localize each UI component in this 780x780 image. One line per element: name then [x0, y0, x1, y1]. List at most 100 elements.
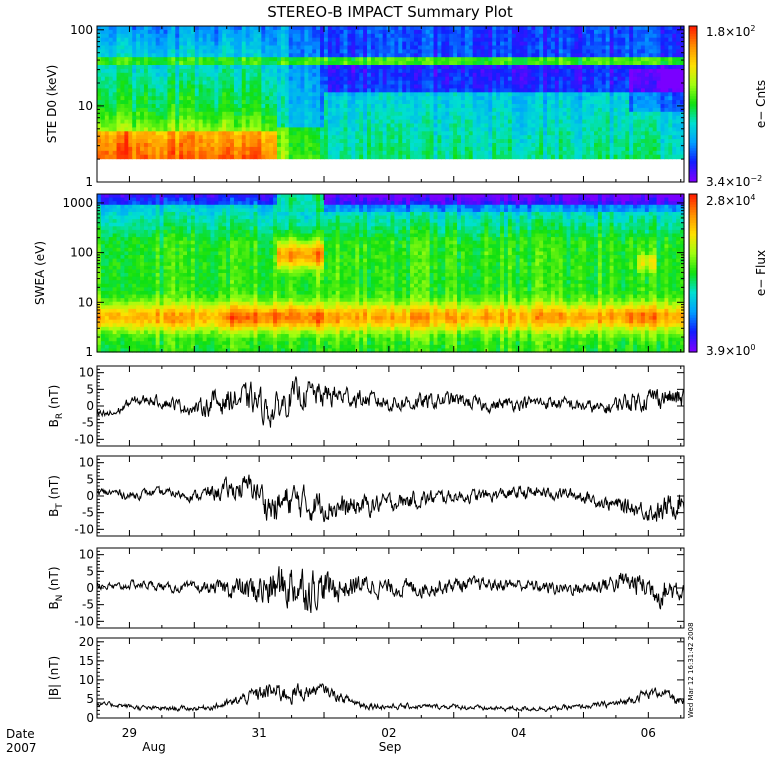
- heat-cell: [120, 100, 125, 105]
- heat-cell: [449, 76, 454, 82]
- heat-cell: [147, 143, 153, 148]
- heat-cell: [625, 96, 630, 101]
- heat-cell: [445, 92, 450, 97]
- heat-cell: [218, 96, 223, 101]
- heat-cell: [507, 104, 513, 109]
- heat-cell: [500, 72, 505, 78]
- heat-cell: [304, 111, 309, 117]
- heat-cell: [457, 65, 462, 70]
- heat-cell: [335, 76, 341, 82]
- heat-cell: [104, 139, 110, 144]
- heat-cell: [503, 26, 509, 31]
- heat-cell: [214, 92, 219, 97]
- heat-cell: [171, 76, 176, 82]
- heat-cell: [147, 146, 153, 152]
- heat-cell: [245, 72, 251, 78]
- heat-cell: [445, 84, 450, 89]
- heat-cell: [621, 96, 626, 101]
- heat-cell: [273, 61, 278, 66]
- heat-cell: [265, 135, 270, 140]
- heat-cell: [335, 53, 341, 58]
- heat-cell: [163, 96, 169, 101]
- heat-cell: [210, 146, 215, 152]
- heat-cell: [644, 76, 650, 82]
- heat-cell: [437, 68, 442, 74]
- heat-cell: [179, 107, 184, 113]
- heat-cell: [327, 65, 333, 70]
- heat-cell: [120, 107, 125, 113]
- heat-cell: [476, 68, 482, 74]
- heat-cell: [355, 115, 360, 121]
- heat-cell: [175, 131, 180, 136]
- heat-cell: [531, 146, 536, 152]
- heat-cell: [570, 88, 576, 93]
- heat-cell: [574, 26, 579, 31]
- heat-cell: [257, 68, 262, 74]
- heat-cell: [441, 92, 446, 97]
- heat-cell: [233, 123, 239, 128]
- heat-cell: [163, 88, 169, 93]
- heat-cell: [464, 88, 470, 93]
- heat-cell: [421, 61, 427, 66]
- heat-cell: [230, 65, 235, 70]
- heat-cell: [175, 127, 180, 132]
- heat-cell: [601, 139, 607, 144]
- heat-cell: [253, 127, 259, 132]
- heat-cell: [390, 104, 396, 109]
- heat-cell: [359, 104, 364, 109]
- heat-cell: [562, 143, 568, 148]
- heat-cell: [484, 41, 489, 47]
- heat-cell: [171, 139, 176, 144]
- heat-cell: [214, 65, 219, 70]
- heat-cell: [112, 80, 118, 86]
- heat-cell: [507, 111, 513, 117]
- heat-cell: [386, 92, 392, 97]
- heat-cell: [625, 92, 630, 97]
- heat-cell: [249, 131, 255, 136]
- heat-cell: [132, 37, 137, 43]
- heat-cell: [417, 131, 423, 136]
- heat-cell: [597, 57, 603, 62]
- heat-cell: [237, 29, 243, 35]
- heat-cell: [245, 154, 251, 160]
- heat-cell: [421, 139, 427, 144]
- heat-cell: [323, 49, 329, 54]
- heat-cell: [249, 26, 255, 31]
- heat-cell: [343, 72, 349, 78]
- heat-cell: [574, 111, 579, 117]
- heat-cell: [167, 57, 172, 62]
- heat-cell: [457, 37, 462, 43]
- heat-cell: [300, 123, 306, 128]
- heat-cell: [578, 37, 583, 43]
- heat-cell: [472, 143, 478, 148]
- heat-cell: [179, 131, 184, 136]
- heat-cell: [261, 37, 266, 43]
- heat-cell: [120, 45, 125, 50]
- heat-cell: [656, 135, 662, 140]
- heat-cell: [468, 111, 474, 117]
- heat-cell: [104, 61, 110, 66]
- heat-cell: [476, 123, 482, 128]
- heat-cell: [390, 92, 396, 97]
- heat-cell: [425, 65, 431, 70]
- heat-cell: [476, 84, 482, 89]
- heat-cell: [327, 150, 333, 156]
- heat-cell: [492, 115, 497, 121]
- heat-cell: [320, 115, 325, 121]
- heat-cell: [359, 92, 364, 97]
- heat-cell: [609, 96, 615, 101]
- heat-cell: [464, 45, 470, 50]
- heat-cell: [417, 154, 423, 160]
- heat-cell: [492, 61, 497, 66]
- heat-cell: [668, 88, 673, 93]
- heat-cell: [136, 119, 141, 125]
- heat-cell: [343, 92, 349, 97]
- heat-cell: [629, 80, 634, 86]
- heat-cell: [128, 131, 133, 136]
- heat-cell: [570, 68, 576, 74]
- heat-cell: [351, 72, 356, 78]
- heat-cell: [582, 41, 587, 47]
- heat-cell: [382, 92, 388, 97]
- heat-cell: [527, 104, 532, 109]
- heat-cell: [237, 104, 243, 109]
